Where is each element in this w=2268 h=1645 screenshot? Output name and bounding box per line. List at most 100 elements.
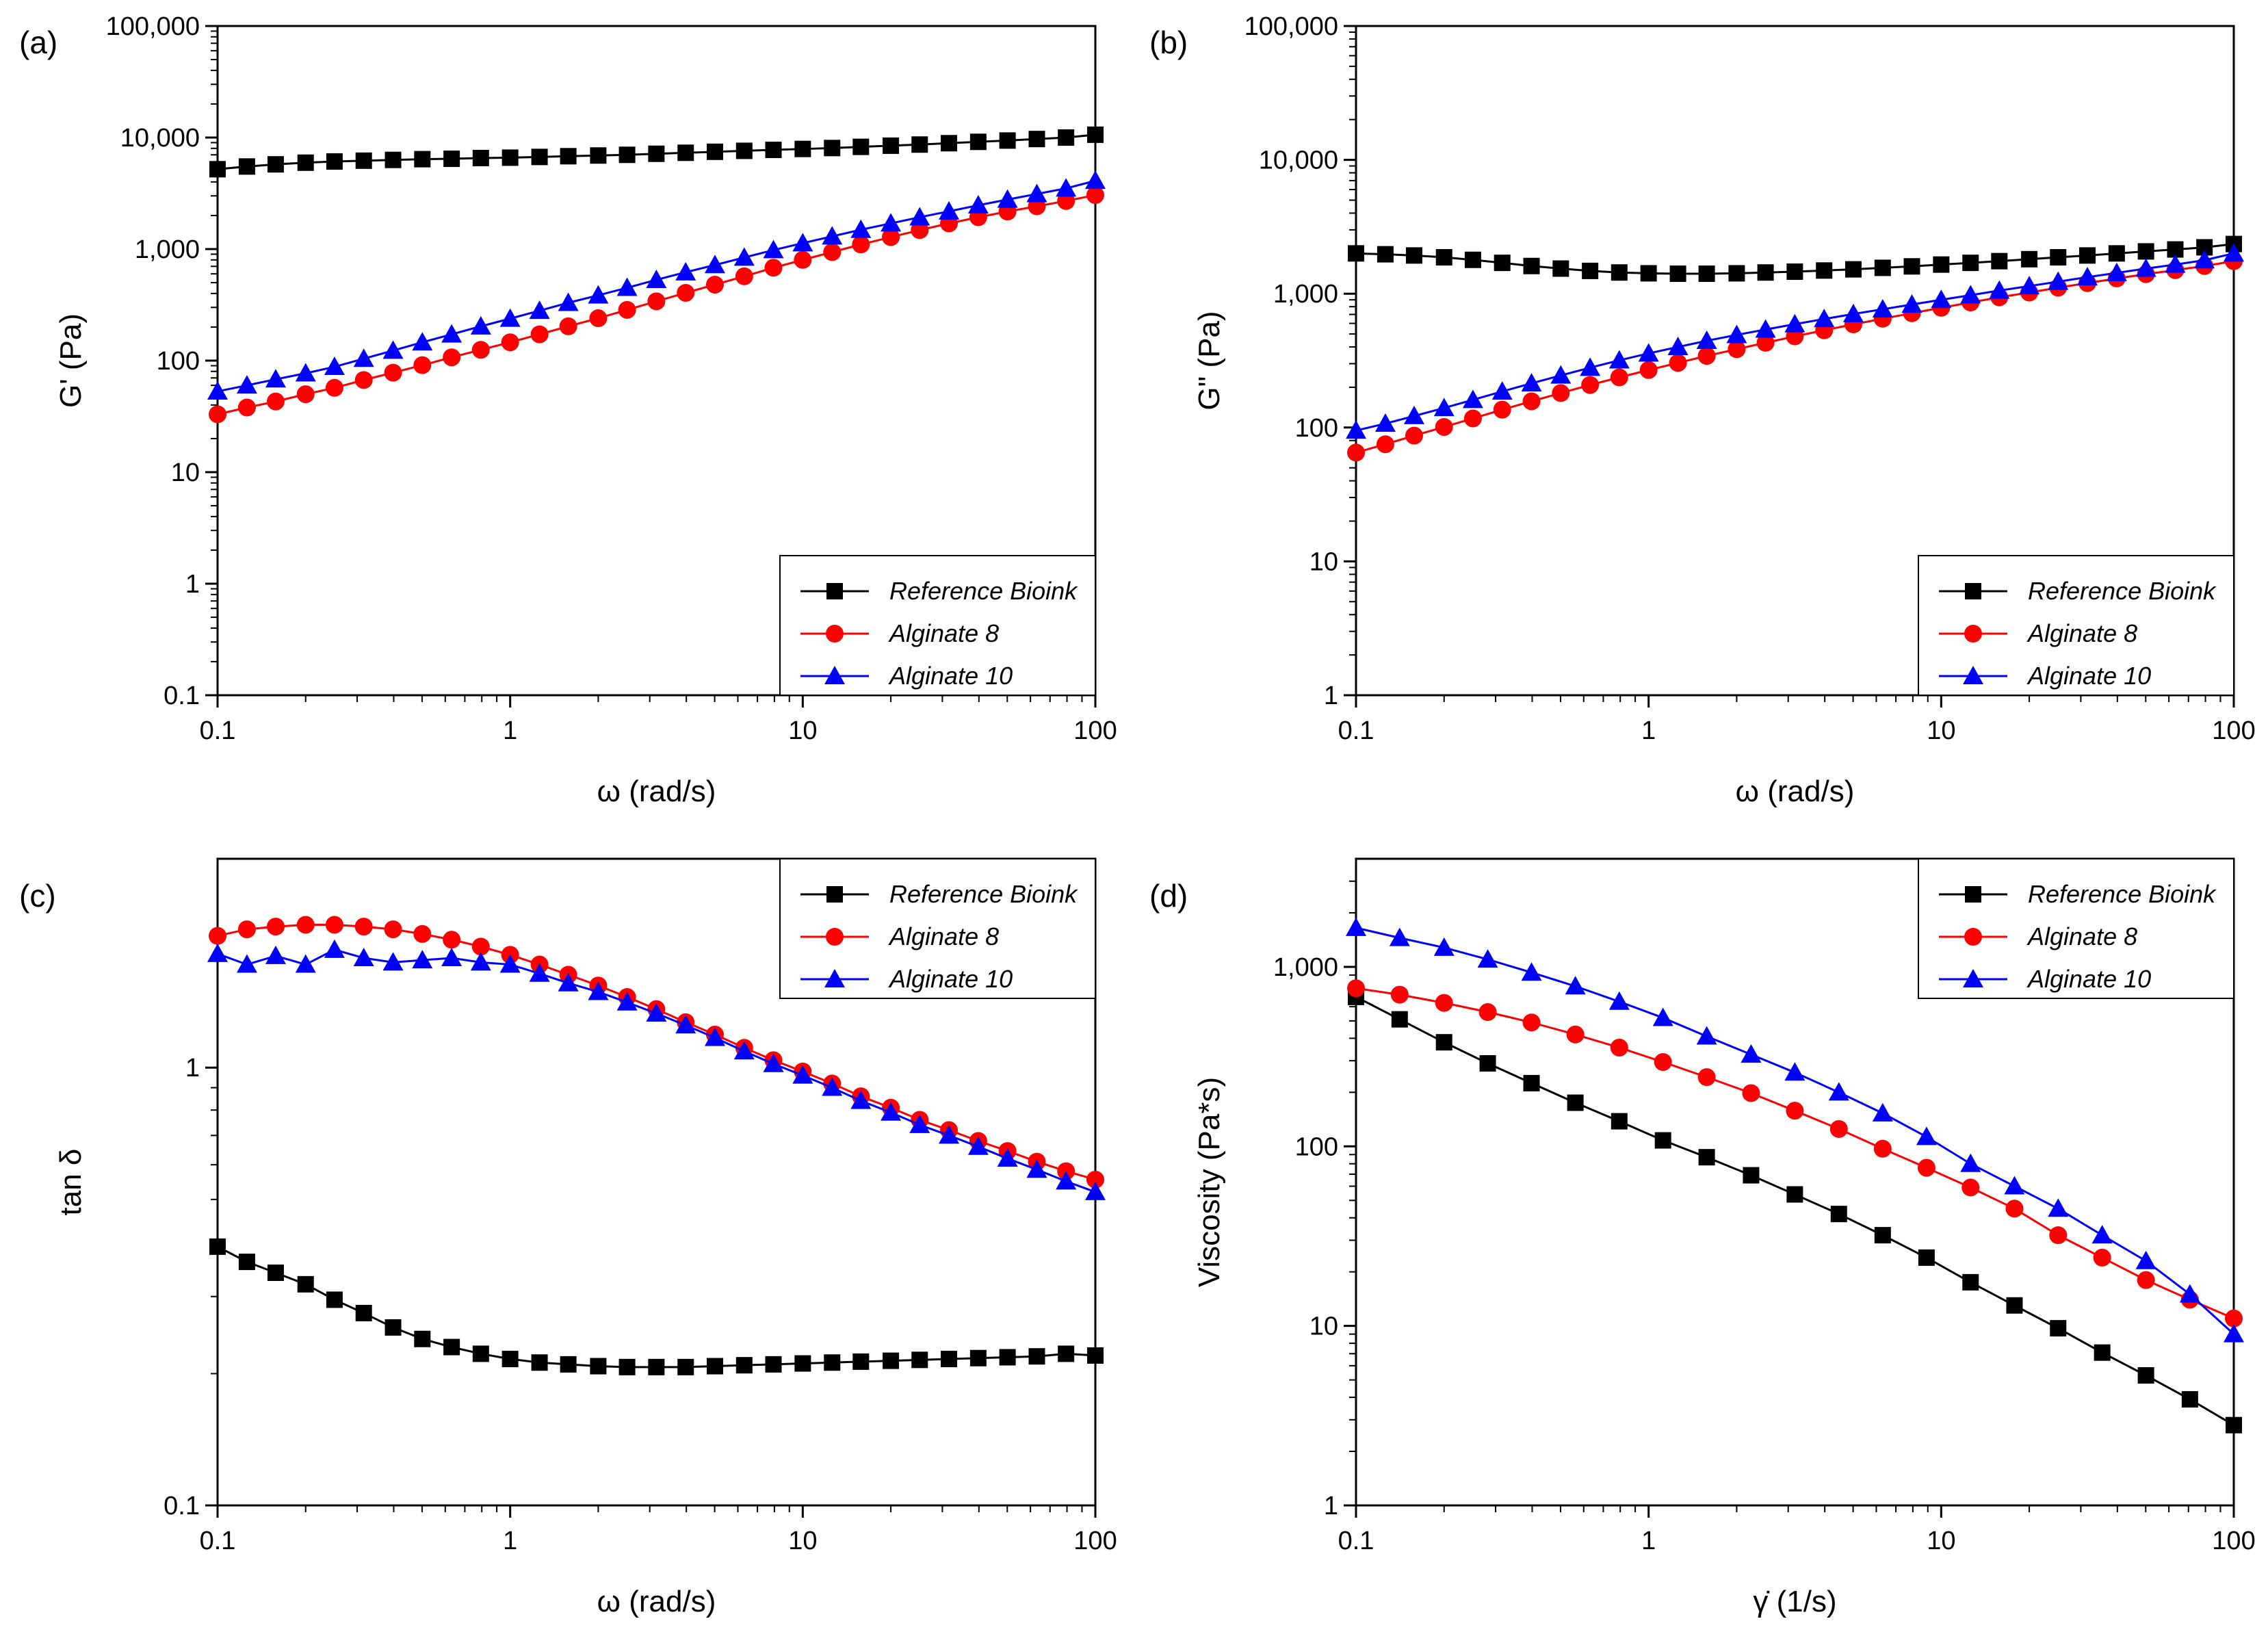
- data-point: [353, 948, 374, 967]
- data-point: [2049, 1226, 2068, 1245]
- series-line: [217, 1245, 1096, 1369]
- series-reference-bioink: [1348, 235, 2242, 283]
- data-point: [1028, 131, 1045, 148]
- data-point: [1552, 384, 1570, 402]
- data-point: [1741, 1044, 1762, 1063]
- data-point: [997, 1148, 1018, 1167]
- x-tick-label: 10: [1927, 1527, 1955, 1555]
- data-point: [1640, 265, 1657, 282]
- legend-entry: Alginate 8: [888, 619, 999, 647]
- data-point: [1346, 420, 1366, 439]
- data-point: [1638, 343, 1659, 362]
- data-point: [441, 948, 462, 967]
- data-point: [765, 142, 782, 159]
- data-point: [706, 143, 723, 160]
- legend: Reference Bioink Alginate 8 Alginate 10: [1918, 555, 2234, 696]
- data-point: [1608, 991, 1630, 1010]
- data-point: [1842, 303, 1864, 322]
- data-point: [1478, 1003, 1497, 1022]
- legend-entry: Alginate 10: [2026, 662, 2151, 690]
- data-point: [1962, 255, 1979, 272]
- data-point: [295, 363, 316, 382]
- data-point: [1479, 1054, 1496, 1072]
- y-tick-label: 10: [1309, 1312, 1338, 1341]
- data-point: [794, 1355, 811, 1372]
- y-tick-label: 100: [157, 347, 200, 376]
- data-point: [1654, 1132, 1671, 1149]
- data-point: [1742, 1084, 1760, 1102]
- series-alginate-8: [1347, 979, 2243, 1327]
- data-point: [675, 261, 696, 281]
- data-point: [1522, 392, 1541, 411]
- x-tick-label: 10: [788, 716, 817, 745]
- y-tick-label: 10: [171, 458, 200, 487]
- data-point: [967, 1136, 989, 1155]
- data-point: [1698, 265, 1715, 283]
- data-point: [735, 142, 753, 159]
- x-tick-label: 1: [503, 1527, 517, 1555]
- data-point: [706, 1358, 723, 1375]
- data-point: [237, 920, 256, 939]
- data-point: [207, 943, 228, 962]
- data-point: [1374, 413, 1396, 432]
- x-axis-label: ω (rad/s): [597, 775, 716, 808]
- data-point: [1058, 129, 1075, 146]
- series-alginate-8: [1347, 252, 2243, 462]
- series-reference-bioink: [209, 1238, 1104, 1375]
- data-point: [823, 243, 842, 261]
- data-point: [1933, 256, 1950, 273]
- data-point: [1698, 1149, 1715, 1166]
- data-point: [824, 140, 841, 157]
- y-tick-label: 10,000: [1259, 146, 1338, 175]
- data-point: [266, 918, 285, 936]
- data-point: [1376, 435, 1394, 454]
- data-point: [1989, 280, 2010, 299]
- data-point: [560, 148, 577, 165]
- data-point: [413, 356, 432, 374]
- data-point: [1377, 246, 1394, 263]
- data-point: [1433, 937, 1455, 956]
- data-point: [1580, 357, 1601, 376]
- data-point: [2135, 1250, 2156, 1269]
- data-point: [1873, 1139, 1892, 1158]
- data-point: [1405, 247, 1422, 264]
- y-tick-label: 1,000: [1273, 280, 1338, 309]
- data-point: [648, 1358, 665, 1375]
- y-tick-label: 100,000: [106, 12, 200, 41]
- data-point: [209, 405, 226, 424]
- data-point: [588, 981, 609, 1000]
- data-point: [1697, 347, 1716, 365]
- data-point: [1085, 1181, 1106, 1200]
- data-point: [590, 1358, 607, 1375]
- data-point: [1087, 126, 1104, 143]
- data-point: [792, 233, 813, 252]
- data-point: [616, 277, 638, 296]
- data-point: [824, 1354, 841, 1371]
- data-point: [354, 371, 373, 389]
- y-tick-label: 0.1: [164, 1492, 200, 1520]
- data-point: [1962, 1273, 1979, 1291]
- panel-c: (c) 0.1 1 10 100 0.1 1 ω (rad/s) tan δ Reference …: [19, 857, 1117, 1618]
- data-point: [1056, 1171, 1077, 1190]
- data-point: [911, 136, 928, 153]
- data-point: [560, 1356, 577, 1373]
- legend: Reference Bioink Alginate 8 Alginate 10: [779, 858, 1096, 999]
- data-point: [969, 1349, 987, 1366]
- data-point: [588, 285, 609, 304]
- data-point: [1639, 361, 1658, 379]
- data-point: [850, 1090, 872, 1109]
- data-point: [238, 1254, 255, 1271]
- plot-frame: [1355, 25, 2235, 697]
- y-tick-label: 0.1: [164, 682, 200, 710]
- data-point: [1916, 1126, 1937, 1145]
- data-point: [2137, 1366, 2154, 1384]
- data-point: [1610, 368, 1628, 387]
- data-point: [1608, 350, 1630, 369]
- data-point: [2179, 1284, 2200, 1303]
- data-point: [1405, 426, 1423, 445]
- data-point: [1348, 245, 1364, 262]
- data-point: [2050, 1320, 2067, 1337]
- legend-entry: Alginate 8: [888, 922, 999, 950]
- data-point: [1669, 265, 1686, 283]
- data-point: [2226, 1416, 2242, 1434]
